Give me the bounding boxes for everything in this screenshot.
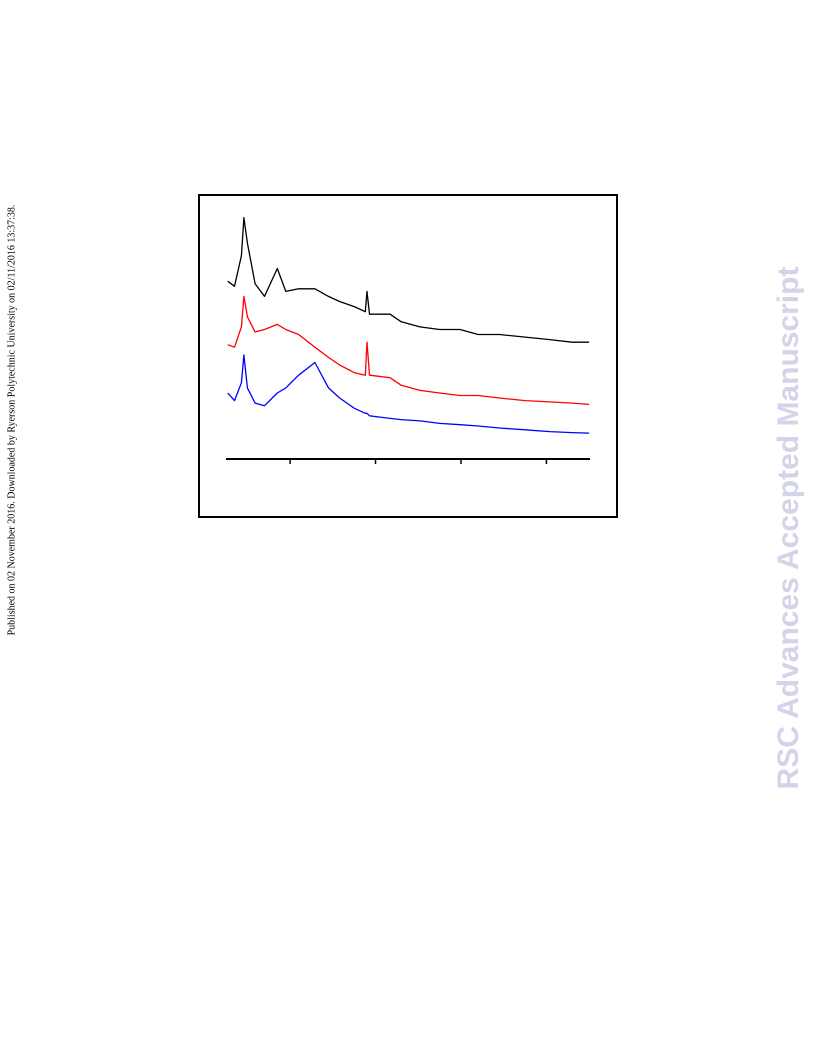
series-line [227,354,590,434]
series-line [227,217,590,343]
figure-frame [198,194,618,518]
series-line [227,295,590,406]
